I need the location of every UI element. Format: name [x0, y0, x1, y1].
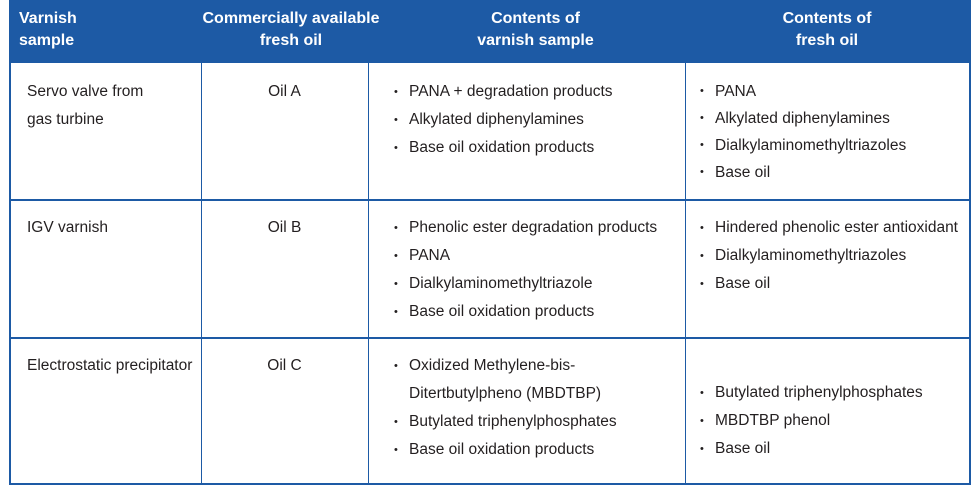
column-divider	[201, 63, 202, 483]
list-item: Dialkylaminomethyltriazole	[394, 270, 657, 298]
list-item: Base oil oxidation products	[394, 298, 657, 326]
row-3-varnish-contents: Oxidized Methylene-bis- Ditertbutylpheno…	[394, 352, 617, 464]
list-item: Base oil	[700, 159, 906, 186]
header-varnish-sample: Varnish sample	[19, 10, 77, 49]
list-item: Alkylated diphenylamines	[394, 106, 613, 134]
list-item: Base oil oxidation products	[394, 436, 617, 464]
list-item: MBDTBP phenol	[700, 407, 923, 435]
list-item: Ditertbutylpheno (MBDTBP)	[409, 385, 602, 402]
header-fresh-contents: Contents of fresh oil	[782, 10, 872, 49]
header-varnish-contents: Contents of varnish sample	[477, 10, 594, 49]
column-divider	[685, 63, 686, 483]
list-item: PANA + degradation products	[394, 78, 613, 106]
results-table: Varnish sample Commercially available fr…	[9, 0, 971, 485]
row-divider	[11, 337, 969, 339]
row-1-varnish-contents: PANA + degradation products Alkylated di…	[394, 78, 613, 162]
list-item: Dialkylaminomethyltriazoles	[700, 132, 906, 159]
table-header: Varnish sample Commercially available fr…	[11, 2, 969, 63]
row-3-fresh-contents: Butylated triphenylphosphates MBDTBP phe…	[700, 379, 923, 463]
row-2-fresh-contents: Hindered phenolic ester antioxidant Dial…	[700, 214, 958, 298]
row-1-oil: Oil A	[268, 83, 301, 100]
row-1-fresh-contents: PANA Alkylated diphenylamines Dialkylami…	[700, 78, 906, 186]
list-item: Base oil oxidation products	[394, 134, 613, 162]
list-item: Hindered phenolic ester antioxidant	[700, 214, 958, 242]
row-3-oil: Oil C	[267, 357, 302, 374]
row-2-varnish-contents: Phenolic ester degradation products PANA…	[394, 214, 657, 326]
list-item: PANA	[394, 242, 657, 270]
header-fresh-oil: Commercially available fresh oil	[202, 10, 380, 49]
list-item: Phenolic ester degradation products	[394, 214, 657, 242]
list-item: Base oil	[700, 270, 958, 298]
row-2-oil: Oil B	[267, 219, 302, 236]
list-item: Butylated triphenylphosphates	[394, 408, 617, 436]
list-item: Alkylated diphenylamines	[700, 105, 906, 132]
list-item: Dialkylaminomethyltriazoles	[700, 242, 958, 270]
column-divider	[368, 63, 369, 483]
row-divider	[11, 199, 969, 201]
list-item: Oxidized Methylene-bis-	[394, 352, 617, 380]
row-1-sample: Servo valve from gas turbine	[27, 83, 144, 128]
list-item: PANA	[700, 78, 906, 105]
list-item: Butylated triphenylphosphates	[700, 379, 923, 407]
row-2-sample: IGV varnish	[27, 219, 108, 236]
list-item: Base oil	[700, 435, 923, 463]
row-3-sample: Electrostatic precipitator	[27, 357, 193, 374]
